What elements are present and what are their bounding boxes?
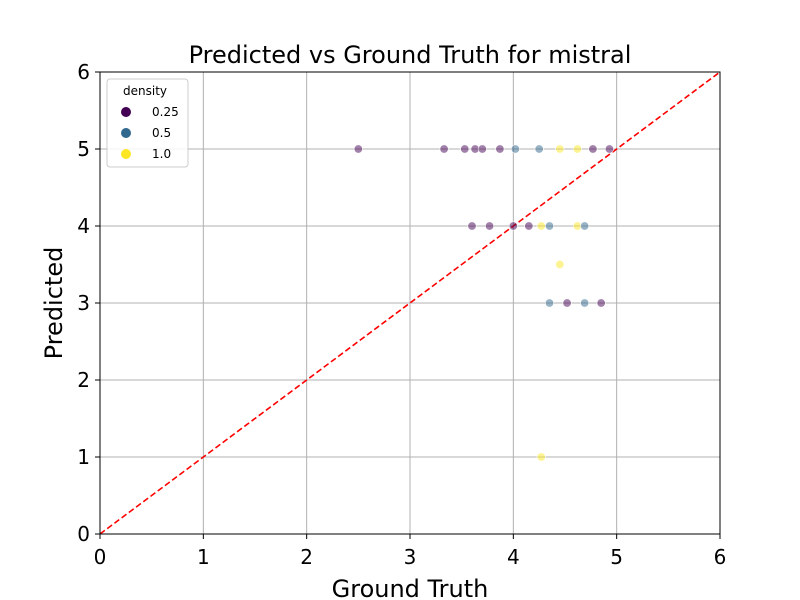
y-axis-ticks: 0 1 2 3 4 5 6 xyxy=(77,60,100,546)
data-point xyxy=(562,298,572,308)
data-point xyxy=(544,298,554,308)
legend-label: 1.0 xyxy=(152,147,171,161)
data-point xyxy=(439,144,449,154)
data-point xyxy=(495,144,505,154)
y-tick-label: 0 xyxy=(77,522,90,546)
legend-label: 0.25 xyxy=(152,105,179,119)
data-point xyxy=(536,221,546,231)
data-point xyxy=(460,144,470,154)
data-point xyxy=(536,452,546,462)
chart-title: Predicted vs Ground Truth for mistral xyxy=(189,41,632,69)
y-tick-label: 4 xyxy=(77,214,90,238)
data-point xyxy=(555,259,565,269)
legend-label: 0.5 xyxy=(152,126,171,140)
data-point xyxy=(596,298,606,308)
legend-box xyxy=(106,78,189,168)
x-tick-label: 4 xyxy=(507,545,520,569)
y-tick-label: 6 xyxy=(77,60,90,84)
data-point xyxy=(510,144,520,154)
data-point xyxy=(580,298,590,308)
identity-line xyxy=(99,71,721,535)
data-point xyxy=(534,144,544,154)
x-tick-label: 3 xyxy=(404,545,417,569)
x-tick-label: 1 xyxy=(197,545,210,569)
x-axis-label: Ground Truth xyxy=(332,575,489,600)
legend: density 0.25 0.5 1.0 xyxy=(106,78,189,168)
data-point xyxy=(477,144,487,154)
reference-line xyxy=(99,71,721,535)
x-tick-label: 5 xyxy=(610,545,623,569)
data-points xyxy=(353,144,614,462)
x-tick-label: 2 xyxy=(300,545,313,569)
data-point xyxy=(580,221,590,231)
data-point xyxy=(572,144,582,154)
data-point xyxy=(555,144,565,154)
data-point xyxy=(588,144,598,154)
y-tick-label: 3 xyxy=(77,291,90,315)
y-tick-label: 1 xyxy=(77,445,90,469)
x-tick-label: 6 xyxy=(714,545,727,569)
legend-title: density xyxy=(123,84,167,98)
legend-marker xyxy=(121,149,131,159)
data-point xyxy=(508,221,518,231)
y-axis-label: Predicted xyxy=(40,247,68,360)
data-point xyxy=(604,144,614,154)
y-tick-label: 2 xyxy=(77,368,90,392)
legend-marker xyxy=(121,128,131,138)
data-point xyxy=(353,144,363,154)
data-point xyxy=(467,221,477,231)
y-tick-label: 5 xyxy=(77,137,90,161)
data-point xyxy=(524,221,534,231)
legend-marker xyxy=(121,107,131,117)
x-axis-ticks: 0 1 2 3 4 5 6 xyxy=(94,534,727,569)
x-tick-label: 0 xyxy=(94,545,107,569)
data-point xyxy=(544,221,554,231)
data-point xyxy=(485,221,495,231)
